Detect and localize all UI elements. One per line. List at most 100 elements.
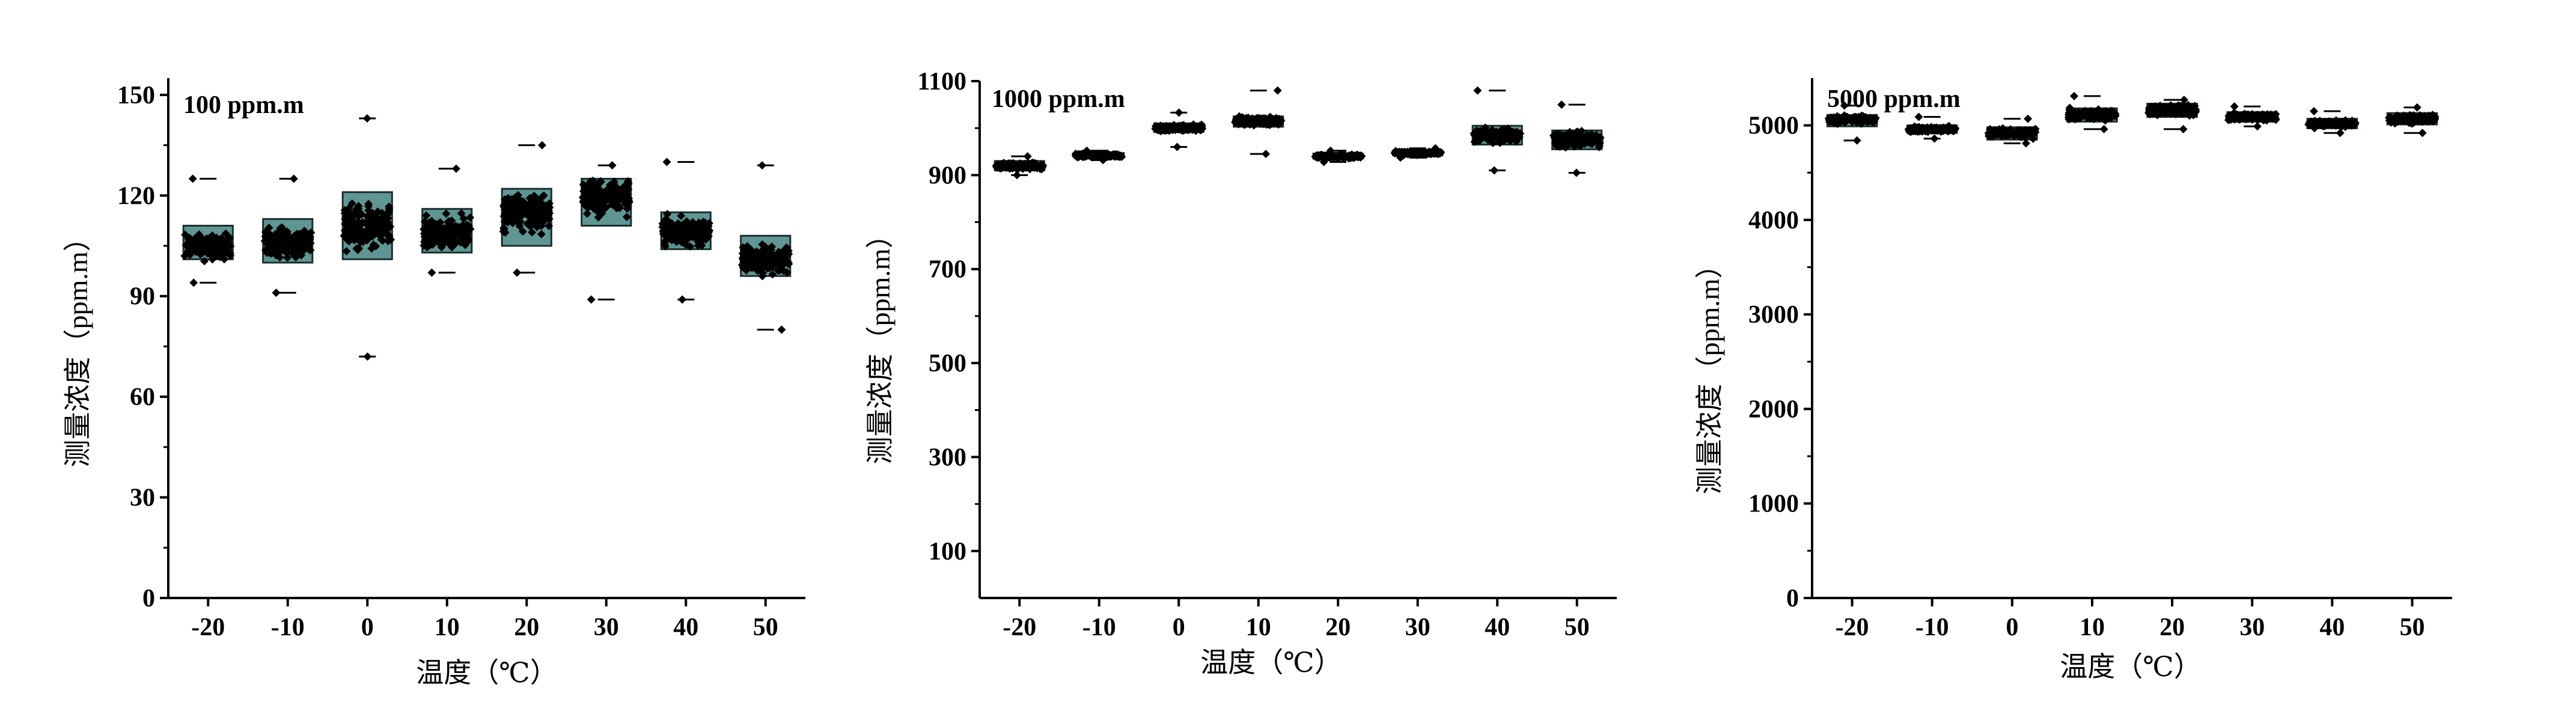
data-point <box>457 209 466 218</box>
data-point <box>2021 128 2030 137</box>
data-point <box>514 213 523 222</box>
data-point <box>624 194 633 203</box>
x-tick-label: 10 <box>435 614 460 641</box>
data-point <box>305 237 314 246</box>
data-point <box>224 248 233 257</box>
data-point <box>739 258 748 267</box>
data-point <box>353 245 362 254</box>
y-tick-label: 90 <box>130 283 155 311</box>
data-point <box>1595 142 1604 151</box>
data-point <box>1914 112 1923 121</box>
data-point <box>223 236 232 245</box>
data-point <box>189 278 198 287</box>
data-point <box>499 224 508 233</box>
data-point <box>347 199 356 208</box>
data-point <box>447 243 456 252</box>
data-point <box>1102 151 1111 160</box>
data-point <box>1317 150 1326 159</box>
data-point <box>1473 86 1482 95</box>
x-tick-label: 30 <box>594 614 619 641</box>
data-point <box>1415 148 1424 157</box>
data-point <box>1176 121 1185 130</box>
data-point <box>599 204 608 213</box>
data-point <box>698 234 707 243</box>
data-point <box>266 245 275 254</box>
data-point <box>466 225 475 234</box>
y-tick-label: 5000 <box>1748 112 1799 140</box>
panel-annotation: 1000 ppm.m <box>992 85 1125 113</box>
x-tick-label: -10 <box>271 614 305 641</box>
data-point <box>383 213 392 222</box>
y-tick-label: 500 <box>929 350 966 377</box>
data-point <box>545 221 554 230</box>
x-axis-title: 温度（℃） <box>416 658 557 688</box>
data-point <box>354 220 363 229</box>
x-tick-label: 0 <box>1173 614 1185 641</box>
data-point <box>2015 131 2024 140</box>
data-point <box>1924 124 1933 133</box>
x-tick-label: 20 <box>1325 614 1351 641</box>
x-tick-label: 10 <box>1246 614 1271 641</box>
data-point <box>1508 127 1517 136</box>
x-tick-label: -20 <box>1003 614 1036 641</box>
jitter-points <box>1904 112 1960 143</box>
jitter-points <box>1549 100 1605 177</box>
y-tick-label: 300 <box>929 444 966 471</box>
data-point <box>1420 148 1429 157</box>
data-point <box>513 201 522 210</box>
x-tick-label: 10 <box>2080 614 2105 641</box>
data-point <box>2230 102 2239 111</box>
jitter-points <box>340 114 395 361</box>
data-point <box>611 185 620 194</box>
data-point <box>350 233 359 242</box>
y-axis-title: 测量浓度（ppm.m） <box>1694 251 1725 494</box>
x-tick-label: -10 <box>1082 614 1116 641</box>
data-point <box>272 251 281 260</box>
data-point <box>754 254 763 263</box>
data-point <box>272 230 281 239</box>
data-point <box>746 247 755 256</box>
jitter-points <box>1151 108 1207 151</box>
x-tick-label: 50 <box>2399 614 2425 641</box>
data-point <box>354 204 363 213</box>
data-point <box>288 250 298 259</box>
data-point <box>694 234 703 243</box>
data-point <box>2021 139 2030 148</box>
data-point <box>622 212 631 221</box>
data-point <box>1563 135 1572 144</box>
data-point <box>364 231 373 240</box>
data-point <box>524 200 533 209</box>
jitter-points <box>1390 144 1445 162</box>
data-point <box>342 247 351 256</box>
data-point <box>1324 151 1333 160</box>
data-point <box>344 236 353 245</box>
data-point <box>768 270 777 279</box>
jitter-points <box>499 141 554 277</box>
data-point <box>1555 133 1564 142</box>
data-point <box>1992 130 2001 139</box>
data-point <box>688 218 697 227</box>
data-point <box>582 209 591 218</box>
data-point <box>545 199 554 208</box>
data-point <box>660 239 669 248</box>
x-tick-label: 20 <box>514 614 539 641</box>
data-point <box>442 209 451 218</box>
data-point <box>447 226 456 235</box>
data-point <box>690 229 699 238</box>
data-point <box>1909 124 1918 133</box>
data-point <box>1117 152 1126 161</box>
data-point <box>186 236 195 245</box>
data-point <box>1405 148 1414 157</box>
data-point <box>1023 160 1032 169</box>
jitter-points <box>260 174 316 297</box>
data-point <box>440 228 449 237</box>
data-point <box>518 227 527 236</box>
data-point <box>609 177 618 186</box>
data-point <box>1016 162 1025 171</box>
data-point <box>1030 159 1039 168</box>
y-tick-label: 0 <box>142 585 155 612</box>
jitter-points <box>578 161 633 304</box>
x-tick-label: 30 <box>1405 614 1430 641</box>
x-tick-label: 40 <box>673 614 698 641</box>
data-point <box>777 325 786 334</box>
